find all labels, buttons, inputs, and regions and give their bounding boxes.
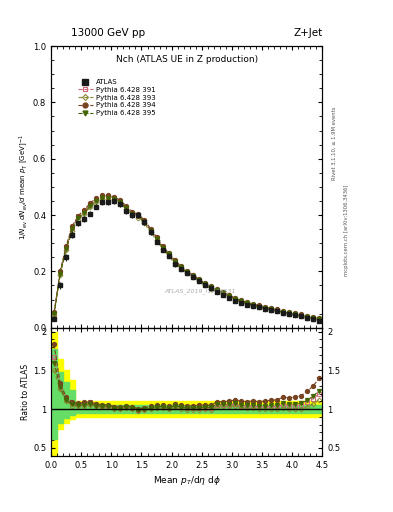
Text: 13000 GeV pp: 13000 GeV pp [71,28,145,38]
Text: Z+Jet: Z+Jet [293,28,322,38]
Y-axis label: Ratio to ATLAS: Ratio to ATLAS [21,364,30,420]
Text: Nch (ATLAS UE in Z production): Nch (ATLAS UE in Z production) [116,55,258,63]
X-axis label: Mean $p_T$/d$\eta$ d$\phi$: Mean $p_T$/d$\eta$ d$\phi$ [153,474,220,487]
Text: ATLAS_2019_I1736531: ATLAS_2019_I1736531 [165,288,236,294]
Legend: ATLAS, Pythia 6.428 391, Pythia 6.428 393, Pythia 6.428 394, Pythia 6.428 395: ATLAS, Pythia 6.428 391, Pythia 6.428 39… [76,78,158,117]
Y-axis label: $1/N_\mathrm{ev}\ dN_\mathrm{ev}/d$ mean $p_T\ [\mathrm{GeV}]^{-1}$: $1/N_\mathrm{ev}\ dN_\mathrm{ev}/d$ mean… [17,134,30,240]
Text: Rivet 3.1.10, ≥ 1.9M events: Rivet 3.1.10, ≥ 1.9M events [332,106,337,180]
Text: mcplots.cern.ch [arXiv:1306.3436]: mcplots.cern.ch [arXiv:1306.3436] [344,185,349,276]
